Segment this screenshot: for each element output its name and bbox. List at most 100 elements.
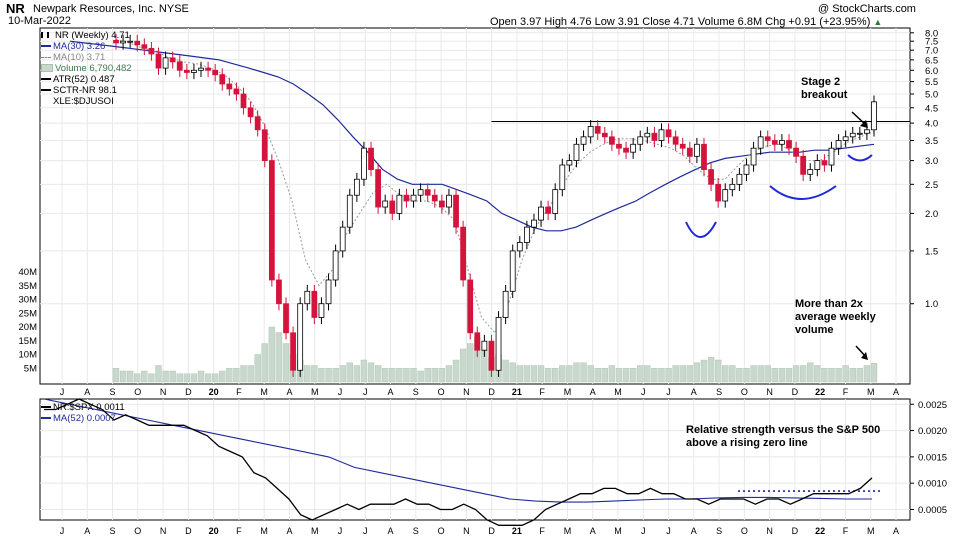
candle bbox=[623, 147, 629, 153]
candle bbox=[764, 136, 771, 141]
candle bbox=[523, 226, 530, 243]
candle bbox=[672, 136, 679, 145]
candle bbox=[431, 194, 438, 202]
candle bbox=[268, 160, 275, 281]
volume-bar bbox=[339, 365, 346, 383]
candle bbox=[226, 83, 233, 90]
candle bbox=[417, 189, 424, 196]
candle bbox=[311, 290, 318, 318]
candle bbox=[637, 136, 644, 145]
candle bbox=[580, 136, 587, 145]
candle bbox=[771, 140, 778, 145]
volume-bar bbox=[126, 370, 134, 383]
volume-bar bbox=[580, 362, 587, 383]
volume-bar bbox=[509, 362, 516, 383]
x-tick-label: O bbox=[741, 387, 748, 397]
volume-bar bbox=[304, 365, 311, 383]
dashed-line-icon bbox=[41, 56, 51, 58]
volume-bar bbox=[417, 370, 424, 383]
volume-tick-label: 25M bbox=[19, 308, 38, 319]
candle bbox=[701, 143, 707, 170]
x-tick-label: A bbox=[388, 526, 394, 536]
candle bbox=[601, 132, 608, 138]
volume-bar bbox=[396, 368, 403, 383]
volume-bar bbox=[424, 368, 431, 383]
candle bbox=[743, 164, 750, 175]
legend-entry: MA(10) 3.71 bbox=[41, 52, 132, 63]
blank-icon bbox=[41, 98, 51, 104]
volume-bar bbox=[204, 373, 212, 383]
arrow-head-icon bbox=[861, 352, 868, 360]
price-tick-label: 1.5 bbox=[925, 246, 938, 257]
volume-bar bbox=[821, 368, 828, 383]
candle bbox=[233, 88, 240, 95]
x-tick-label: D bbox=[792, 387, 799, 397]
volume-bar bbox=[679, 365, 686, 383]
candle bbox=[141, 44, 148, 49]
legend-entry: XLE:$DJUSOI bbox=[41, 96, 132, 107]
candle bbox=[318, 303, 325, 318]
legend-entry: NR:$SPX 0.0011 bbox=[41, 402, 125, 413]
x-tick-label: A bbox=[691, 526, 697, 536]
pattern-arc bbox=[847, 154, 873, 162]
x-tick-label: 22 bbox=[815, 387, 825, 397]
annotation-line: Relative strength versus the S&P 500 bbox=[686, 424, 881, 436]
price-tick-label: 5.0 bbox=[925, 90, 938, 101]
x-tick-label: N bbox=[160, 526, 167, 536]
candle bbox=[722, 189, 729, 202]
candle bbox=[113, 39, 119, 44]
rs-line bbox=[44, 398, 873, 526]
volume-bar bbox=[771, 368, 778, 383]
volume-tick-label: 15M bbox=[19, 336, 38, 347]
volume-bar bbox=[282, 343, 290, 383]
volume-bar bbox=[552, 368, 559, 383]
rs-tick-label: 0.0010 bbox=[918, 479, 947, 490]
volume-bar bbox=[332, 368, 339, 383]
x-tick-label: N bbox=[463, 387, 470, 397]
candle bbox=[191, 69, 197, 73]
candle bbox=[842, 136, 849, 141]
price-tick-label: 5.5 bbox=[925, 77, 938, 88]
rs-annotation: Relative strength versus the S&P 500 abo… bbox=[686, 424, 880, 450]
volume-bar bbox=[729, 365, 736, 383]
candle bbox=[467, 279, 474, 334]
candle bbox=[828, 147, 835, 166]
price-tick-label: 6.0 bbox=[925, 66, 938, 77]
candle bbox=[658, 129, 665, 141]
volume-bar bbox=[403, 368, 410, 383]
x-tick-label: A bbox=[388, 387, 394, 397]
candle bbox=[240, 93, 247, 109]
legend-label: MA(10) 3.71 bbox=[53, 52, 106, 63]
volume-bar bbox=[863, 365, 871, 383]
x-tick-label: N bbox=[160, 387, 167, 397]
pattern-arc bbox=[769, 185, 837, 200]
candle bbox=[424, 189, 431, 196]
x-tick-label: S bbox=[716, 387, 722, 397]
candle bbox=[219, 74, 226, 85]
candle bbox=[389, 200, 396, 214]
candle bbox=[460, 226, 467, 281]
candle bbox=[566, 160, 573, 166]
candle bbox=[807, 169, 814, 175]
x-tick-label: N bbox=[766, 387, 773, 397]
x-tick-label: J bbox=[641, 526, 646, 536]
x-tick-label: 21 bbox=[512, 387, 522, 397]
volume-bar bbox=[629, 368, 637, 383]
candle bbox=[545, 206, 552, 214]
candle bbox=[814, 160, 821, 170]
rs-tick-label: 0.0025 bbox=[918, 400, 947, 411]
rs-tick-label: 0.0015 bbox=[918, 452, 947, 463]
volume-tick-label: 35M bbox=[19, 281, 38, 292]
ma30-line bbox=[69, 40, 875, 232]
x-tick-label: A bbox=[691, 387, 697, 397]
volume-bar bbox=[807, 362, 814, 383]
candle bbox=[361, 147, 367, 180]
candle bbox=[502, 290, 509, 318]
ticker-symbol: NR bbox=[6, 1, 25, 16]
line-icon bbox=[41, 45, 51, 48]
legend-label: NR (Weekly) 4.71 bbox=[55, 30, 130, 41]
up-arrow-icon: ▲ bbox=[873, 17, 883, 27]
volume-bar bbox=[353, 365, 361, 383]
candle bbox=[453, 194, 459, 228]
